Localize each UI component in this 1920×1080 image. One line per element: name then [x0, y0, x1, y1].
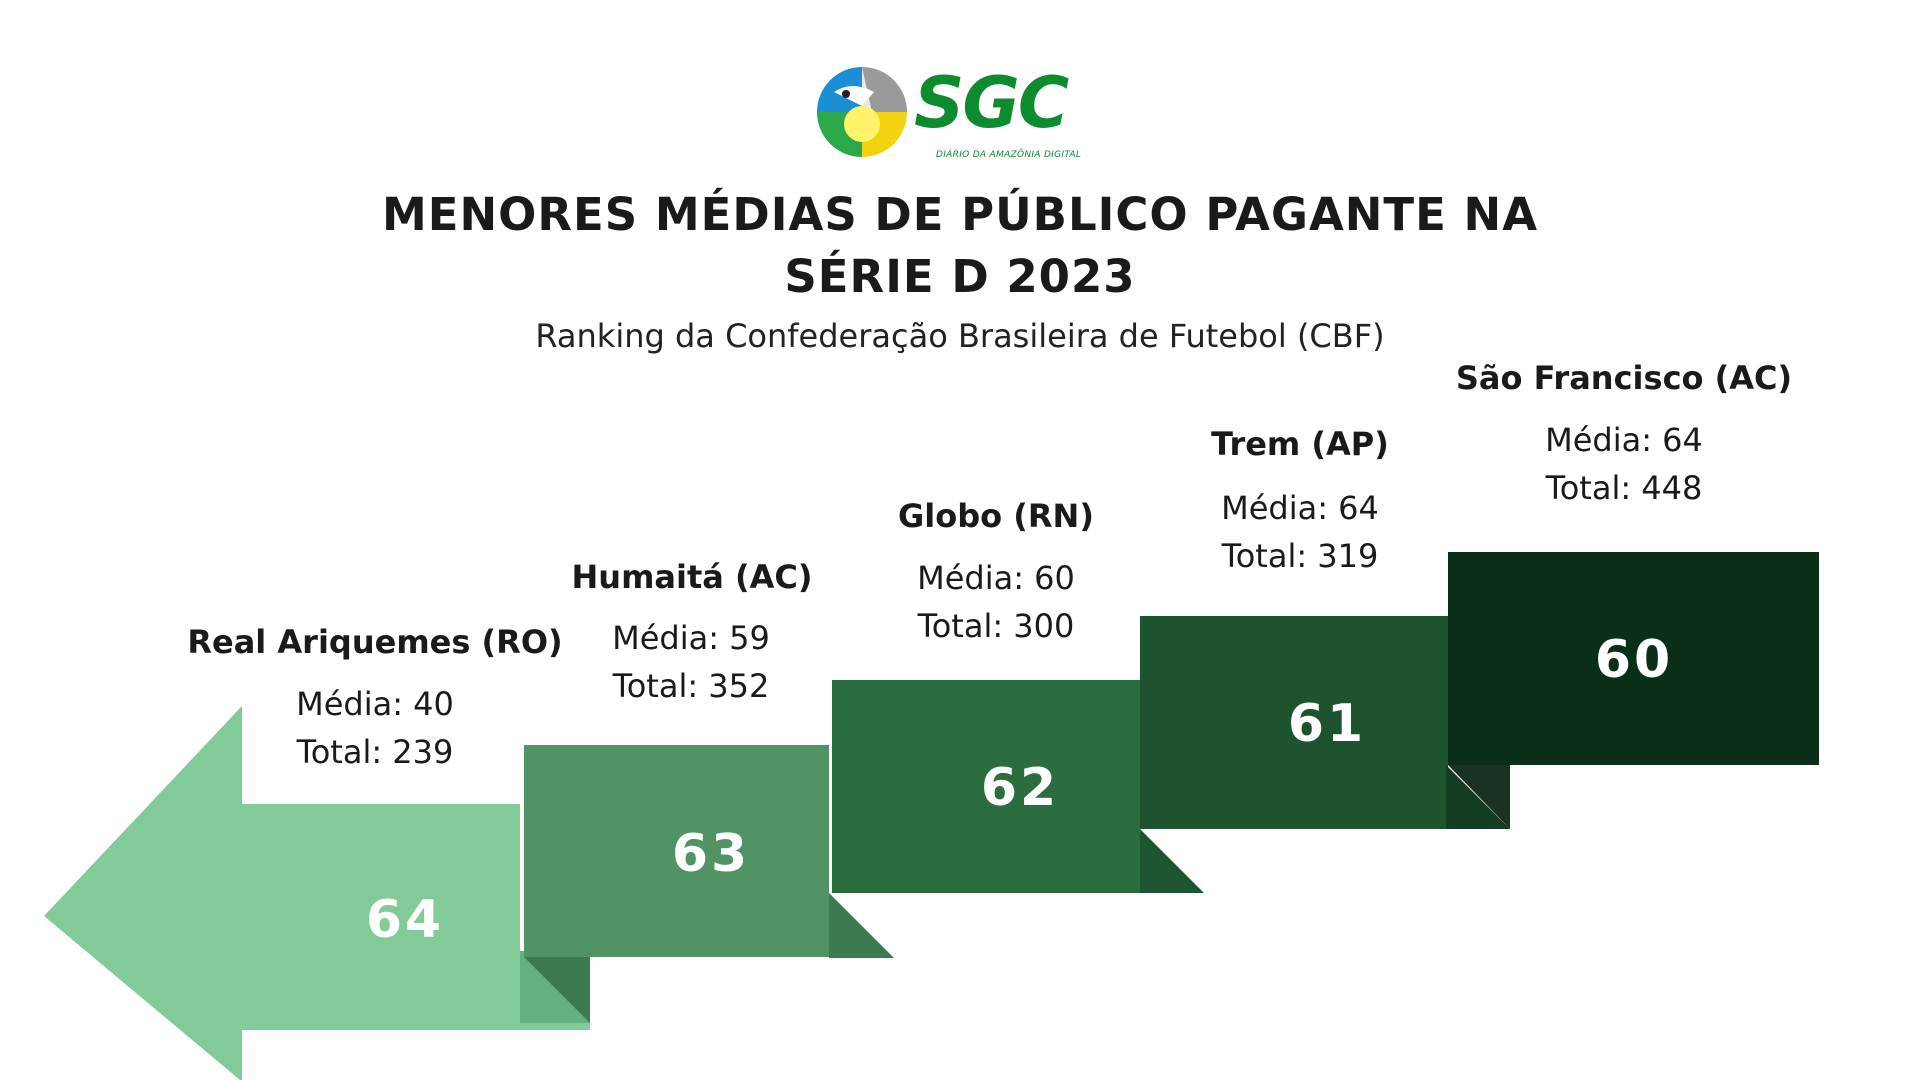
step-4-fold	[1446, 765, 1510, 829]
rank-number-4: 61	[1287, 694, 1367, 754]
rank-number-3: 62	[980, 758, 1060, 818]
logo-word: SGC	[914, 62, 1069, 144]
logo-tagline: DIÁRIO DA AMAZÔNIA DIGITAL	[936, 150, 1082, 160]
step-5-block	[1448, 552, 1819, 765]
club-total-2: Total: 352	[612, 667, 770, 705]
step-2-block	[524, 745, 829, 957]
page-title-line2: SÉRIE D 2023	[784, 250, 1136, 303]
club-name-2: Humaitá (AC)	[571, 558, 813, 596]
club-name-4: Trem (AP)	[1211, 425, 1389, 463]
club-name-3: Globo (RN)	[898, 497, 1094, 535]
step-2-shadow	[524, 957, 590, 1023]
club-total-1: Total: 239	[296, 733, 454, 771]
club-media-3: Média: 60	[917, 559, 1075, 597]
step-5-fold	[1448, 765, 1510, 829]
club-total-5: Total: 448	[1545, 469, 1703, 507]
page-subtitle: Ranking da Confederação Brasileira de Fu…	[535, 317, 1385, 355]
logo: SGC DIÁRIO DA AMAZÔNIA DIGITAL	[812, 60, 1092, 170]
club-name-1: Real Ariquemes (RO)	[187, 623, 563, 661]
page-title: MENORES MÉDIAS DE PÚBLICO PAGANTE NA	[381, 188, 1539, 241]
step-2-fold	[829, 893, 894, 958]
club-media-1: Média: 40	[296, 685, 454, 723]
club-total-3: Total: 300	[917, 607, 1075, 645]
rank-number-5: 60	[1594, 630, 1674, 690]
step-4-block	[1140, 616, 1448, 829]
club-media-4: Média: 64	[1221, 489, 1379, 527]
step-3-fold	[1140, 829, 1204, 893]
rank-number-2: 63	[671, 824, 751, 884]
step-3-block	[832, 680, 1140, 893]
bird-logo-icon	[817, 67, 907, 157]
club-media-2: Média: 59	[612, 619, 770, 657]
step-1-arrow	[44, 706, 590, 1080]
club-media-5: Média: 64	[1545, 421, 1703, 459]
club-name-5: São Francisco (AC)	[1455, 359, 1793, 397]
club-total-4: Total: 319	[1221, 537, 1379, 575]
rank-number-1: 64	[365, 890, 445, 950]
